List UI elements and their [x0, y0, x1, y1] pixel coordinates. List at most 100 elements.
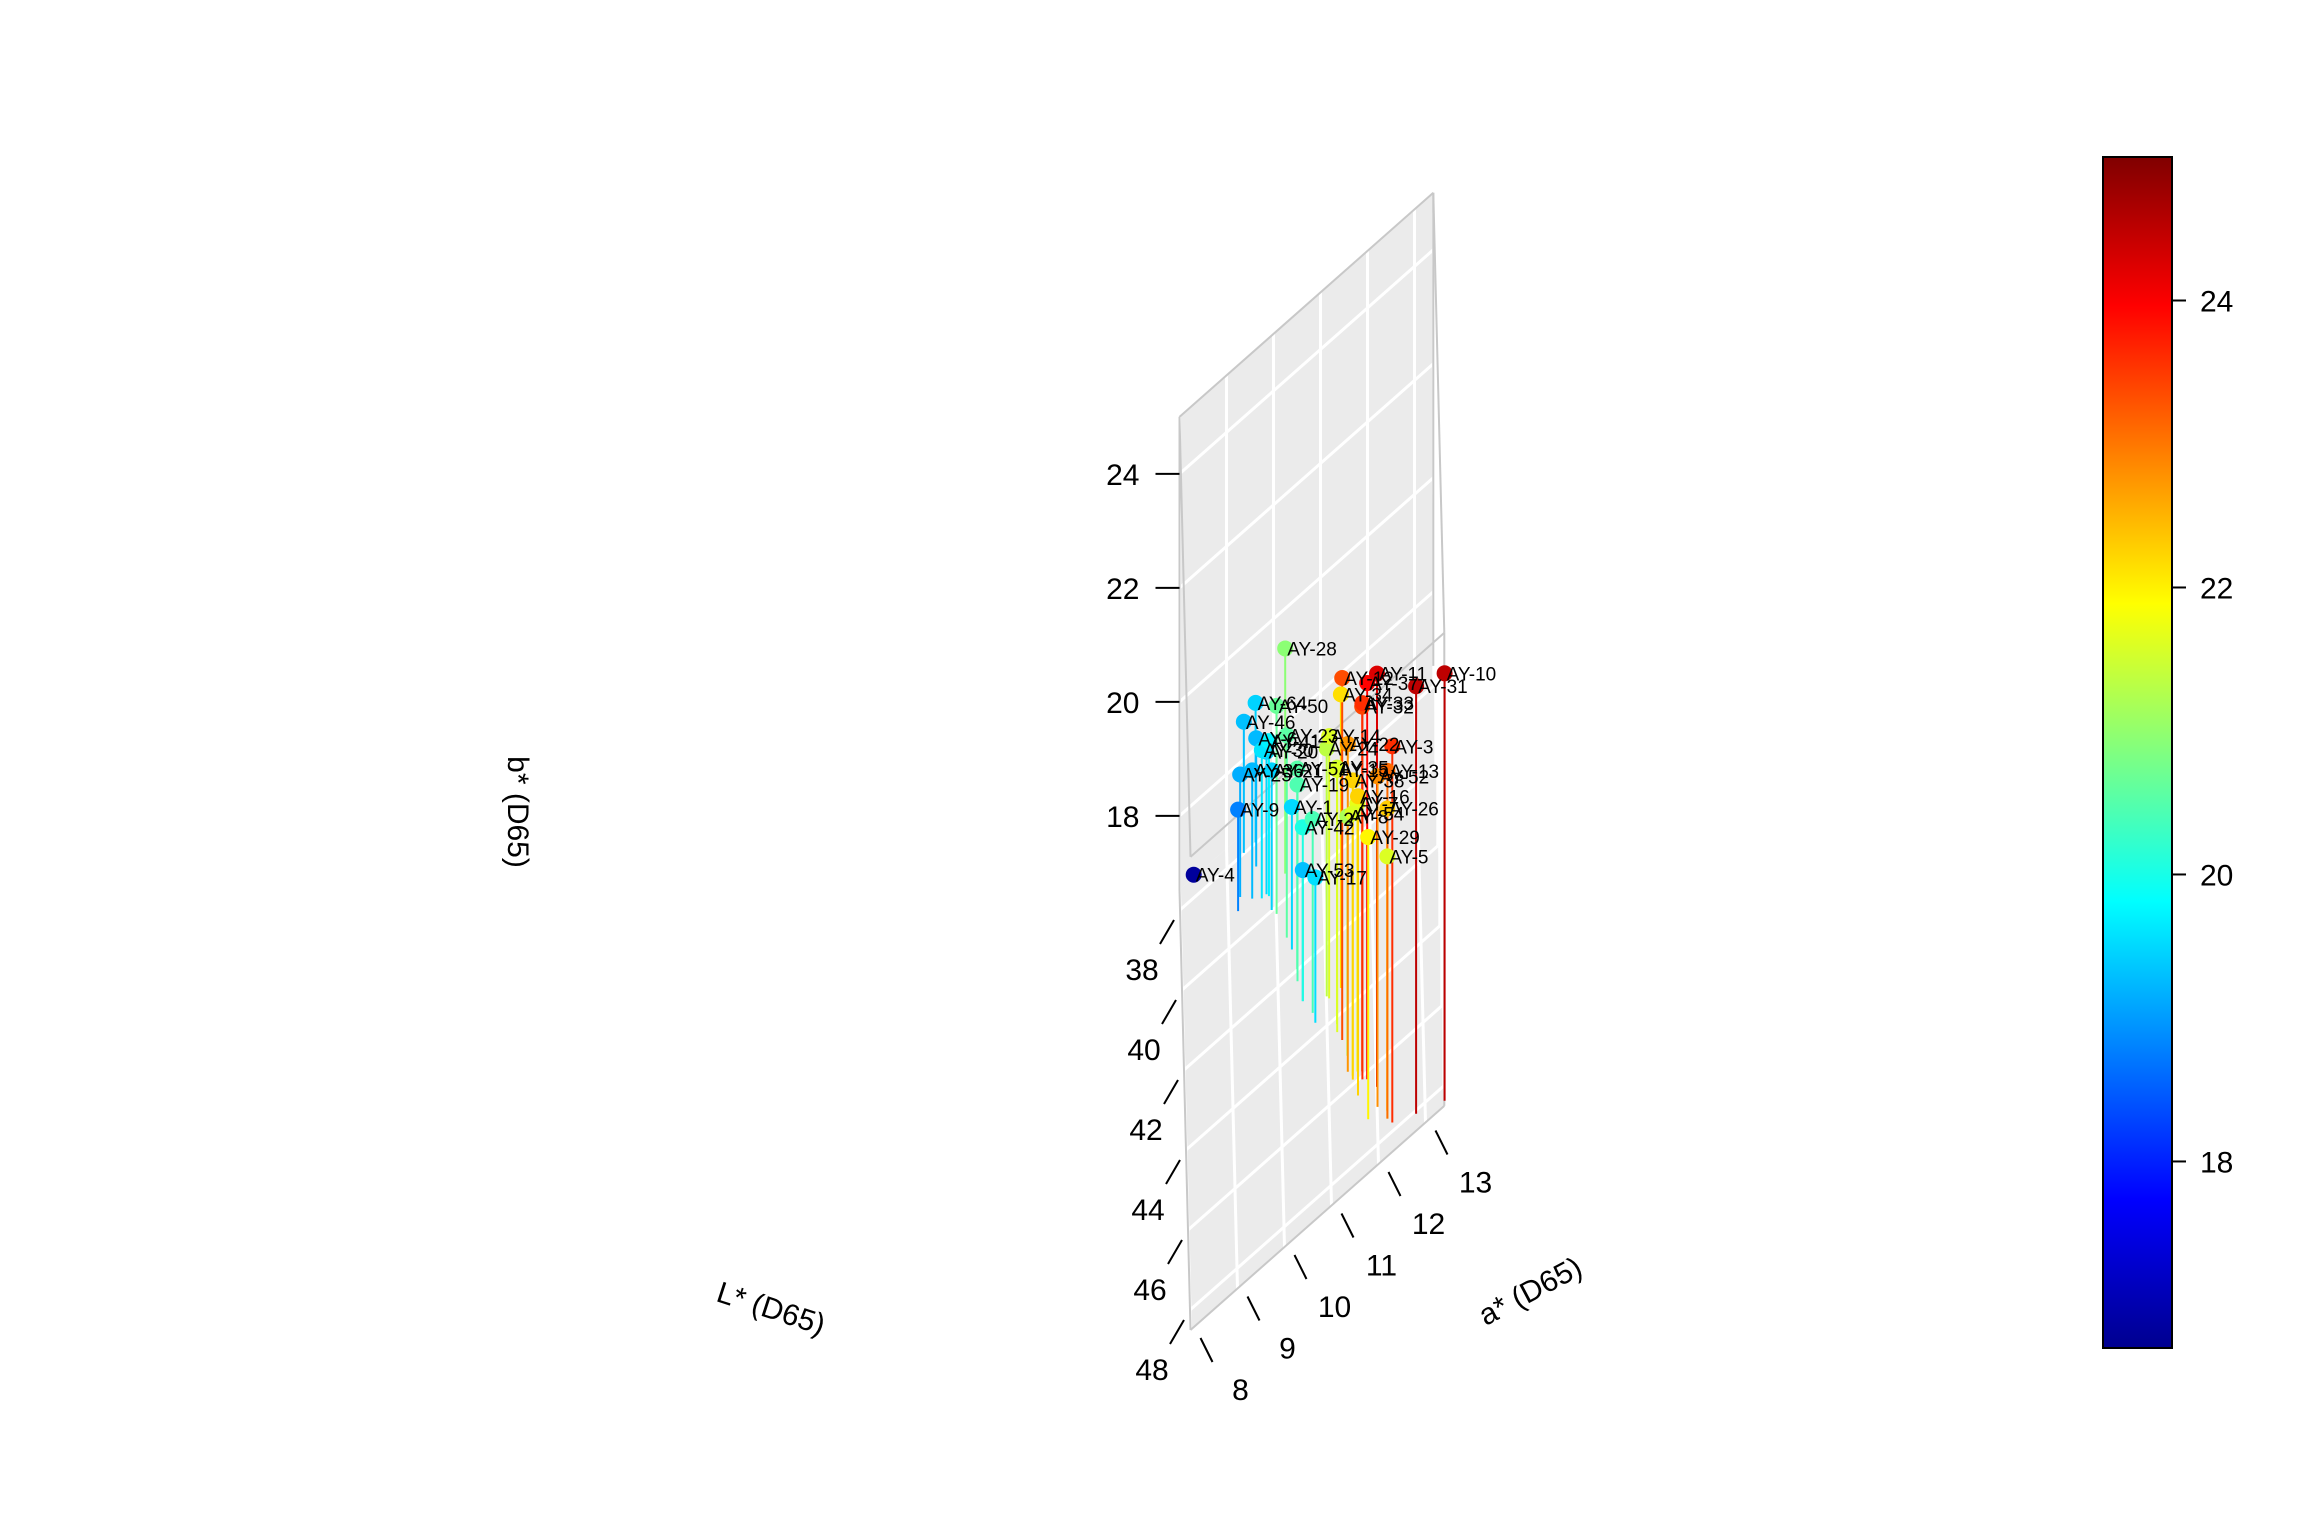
colorbar-tick-label: 24 — [2200, 285, 2233, 318]
x-tick-label: 48 — [1135, 1354, 1168, 1387]
data-point — [1289, 776, 1306, 793]
chart-ticks: 38 40 42 44 46 48 89 10 11 12 13 18 20 22 24 — [1106, 459, 1492, 1407]
data-point — [1436, 665, 1453, 682]
point-label: AY-23 — [1289, 726, 1339, 747]
point-label: AY-36 — [1254, 761, 1304, 782]
point-label: AY-35 — [1339, 759, 1389, 780]
z-axis-title: b* (D65) — [501, 756, 534, 868]
box-edge — [1189, 1105, 1445, 1331]
point-label: AY-24 — [1329, 739, 1379, 760]
point-label: AY-6 — [1258, 729, 1297, 750]
point-label: AY-13 — [1389, 762, 1439, 783]
y-tick — [1199, 1337, 1214, 1363]
point-label: AY-64 — [1258, 694, 1308, 715]
grid-line — [1178, 248, 1435, 476]
point-label: AY-7 — [1359, 795, 1398, 816]
data-point — [1321, 728, 1338, 745]
grid-line — [1431, 591, 1446, 1032]
chart-stems — [1237, 648, 1446, 1123]
y-tick-label: 12 — [1412, 1208, 1445, 1241]
point-label: AY-17 — [1317, 868, 1367, 889]
point-label: AY-4 — [1196, 866, 1236, 887]
point-label: AY-52 — [1380, 767, 1430, 788]
point-label: AY-10 — [1447, 664, 1497, 685]
y-tick-label: 9 — [1279, 1333, 1296, 1366]
data-point — [1307, 869, 1324, 886]
chart-box-edges — [1178, 192, 1446, 1331]
point-label: AY-32 — [1364, 698, 1414, 719]
data-point — [1268, 697, 1285, 714]
data-point — [1379, 762, 1396, 779]
point-label: AY-22 — [1350, 735, 1400, 756]
point-label: AY-54 — [1355, 804, 1405, 825]
point-label: AY-19 — [1300, 776, 1350, 797]
data-point — [1332, 686, 1349, 703]
y-tick — [1293, 1254, 1308, 1280]
y-tick-label: 11 — [1366, 1250, 1397, 1283]
point-label: AY-50 — [1279, 697, 1329, 718]
point-label: AY-28 — [1287, 639, 1337, 660]
grid-line — [1178, 362, 1435, 590]
data-point — [1344, 772, 1361, 789]
x-axis-title: L* (D65) — [713, 1276, 829, 1342]
point-label: AY-8 — [1349, 807, 1388, 828]
grid-line — [1225, 848, 1239, 1289]
x-tick — [1159, 919, 1175, 945]
box-edge — [1178, 192, 1434, 418]
data-point — [1260, 733, 1277, 750]
grid-line — [1187, 1004, 1443, 1232]
data-point — [1185, 866, 1202, 883]
point-label: AY-53 — [1305, 861, 1355, 882]
grid-line — [1431, 363, 1446, 804]
point-label: AY-37 — [1369, 674, 1419, 695]
y-tick — [1340, 1213, 1355, 1238]
chart-points — [1185, 640, 1453, 886]
y-tick-label: 8 — [1232, 1374, 1249, 1407]
point-label: AY-34 — [1343, 685, 1393, 706]
grid-line — [1431, 249, 1446, 690]
grid-line — [1178, 590, 1435, 818]
data-point — [1244, 762, 1261, 779]
point-label: AY-25 — [1242, 765, 1292, 786]
x-tick — [1161, 999, 1177, 1025]
box-edge — [1178, 889, 1192, 1331]
data-point — [1360, 829, 1377, 846]
point-label: AY-9 — [1240, 801, 1279, 822]
point-label: AY-51 — [1299, 760, 1349, 781]
y-axis-title: a* (D65) — [1473, 1251, 1587, 1333]
data-point — [1247, 694, 1264, 711]
y-tick — [1434, 1130, 1449, 1155]
point-label: AY-41 — [1271, 732, 1321, 753]
box-edge — [1189, 632, 1445, 858]
point-label: AY-46 — [1246, 713, 1296, 734]
y-tick — [1246, 1296, 1261, 1321]
data-point — [1283, 798, 1300, 815]
point-label: AY-26 — [1389, 800, 1439, 821]
x-tick — [1165, 1159, 1181, 1185]
grid-line — [1185, 924, 1441, 1152]
data-point — [1379, 848, 1396, 865]
data-point — [1263, 762, 1280, 779]
x-tick-label: 46 — [1133, 1274, 1166, 1307]
data-point — [1248, 730, 1265, 747]
point-label: AY-5 — [1389, 847, 1428, 868]
grid-line — [1272, 806, 1286, 1248]
colorbar-scale — [2102, 156, 2173, 1349]
data-point — [1318, 740, 1335, 757]
z-tick-label: 18 — [1106, 801, 1139, 834]
x-tick — [1163, 1079, 1179, 1105]
grid-line — [1183, 844, 1439, 1072]
colorbar-tick-label: 20 — [2200, 859, 2233, 892]
x-tick — [1169, 1319, 1185, 1345]
point-label: AY-29 — [1370, 828, 1420, 849]
point-label: AY-33 — [1364, 694, 1414, 715]
data-point — [1235, 713, 1252, 730]
data-point — [1369, 665, 1385, 682]
point-label: AY-30 — [1264, 741, 1314, 762]
data-point — [1350, 788, 1366, 805]
grid-line — [1179, 684, 1435, 912]
point-label: AY-1 — [1294, 798, 1333, 819]
x-tick-label: 42 — [1129, 1114, 1162, 1147]
